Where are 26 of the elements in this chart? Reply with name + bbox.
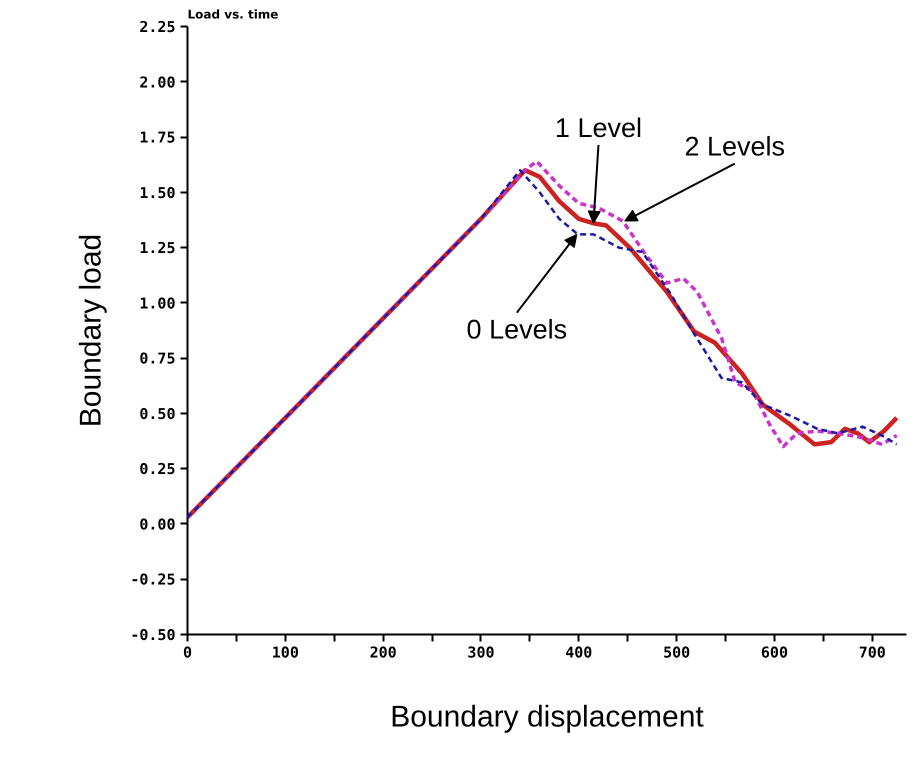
y-tick-label: 1.00 xyxy=(139,294,176,312)
x-tick-label: 200 xyxy=(370,644,397,662)
y-tick-label: -0.50 xyxy=(130,626,176,644)
annotation: 0 Levels xyxy=(466,314,568,345)
x-tick-label: 500 xyxy=(663,644,690,662)
y-tick-label: 0.75 xyxy=(139,350,176,368)
y-tick-label: 1.75 xyxy=(139,128,176,147)
y-tick-label: 2.25 xyxy=(139,18,176,36)
x-tick-label: 0 xyxy=(182,644,192,662)
x-tick-label: 700 xyxy=(858,644,886,662)
x-tick-label: 600 xyxy=(760,644,788,662)
y-tick-label: 1.25 xyxy=(139,239,176,258)
y-tick-label: 0.50 xyxy=(139,404,176,423)
annotation: 2 Levels xyxy=(684,132,786,162)
y-tick-label: 0.25 xyxy=(139,460,176,478)
y-tick-label: 1.50 xyxy=(139,184,176,202)
y-tick-label: 2.00 xyxy=(139,73,176,92)
x-tick-label: 400 xyxy=(565,644,592,662)
y-tick-label: -0.25 xyxy=(130,570,176,589)
annotation: 1 Level xyxy=(554,112,642,143)
y-axis-title: Boundary load xyxy=(74,234,108,428)
y-tick-label: 0.00 xyxy=(139,515,176,534)
chart-title: Load vs. time xyxy=(188,8,278,22)
x-axis-title: Boundary displacement xyxy=(390,700,704,734)
x-tick-label: 300 xyxy=(467,644,495,662)
x-tick-label: 100 xyxy=(272,644,299,662)
